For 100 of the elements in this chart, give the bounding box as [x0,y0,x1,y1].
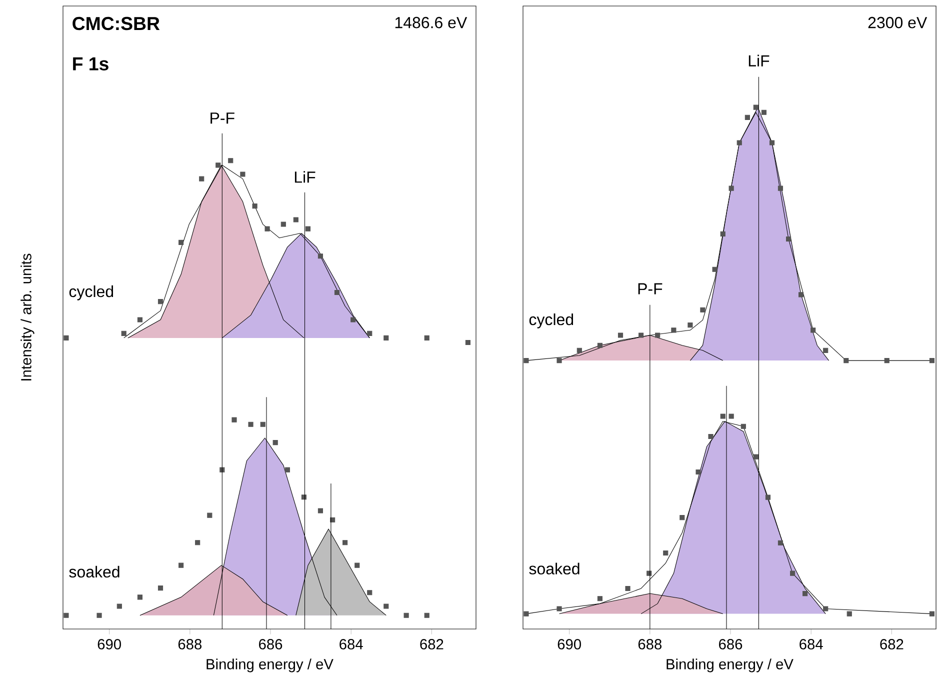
point [424,612,430,618]
point [618,332,624,338]
point [720,231,726,236]
y-axis-title: Intensity / arb. units [20,254,34,380]
annotation: soaked [69,566,120,578]
point [778,186,784,191]
point [264,226,270,232]
text: 1486.6 eV [395,16,468,28]
point [116,604,122,609]
point [465,340,470,346]
point [334,290,340,296]
x-tick-label: 686 [719,639,742,650]
point [367,330,372,336]
point [404,612,409,618]
x-tick-label: 684 [800,639,823,650]
point [158,586,164,591]
point [137,317,142,322]
point [712,266,718,272]
point [884,358,890,364]
chart-subtitle: F 1s [73,57,108,70]
x-tick-label: 688 [178,639,202,650]
point [64,612,69,618]
point [350,317,356,322]
text: 2300 eV [868,16,928,28]
x-tick-label: 690 [558,639,581,650]
point [744,114,750,120]
ref-line-label: P-F [210,112,234,124]
point [293,217,298,222]
point [688,322,693,328]
point [305,226,311,232]
point [240,172,246,177]
point [802,591,808,596]
point [424,335,430,340]
x-tick-label: 682 [880,639,904,650]
x-tick-label: 686 [259,639,282,650]
annotation: cycled [69,285,114,300]
point [655,332,660,338]
point [178,562,184,568]
point [844,358,849,364]
point [228,158,234,164]
point [96,612,102,618]
ref-line-label: LiF [748,54,770,66]
point [720,414,726,419]
point [728,414,734,419]
point [810,328,816,333]
point [195,540,200,546]
point [318,254,324,259]
point [597,342,602,348]
point [597,596,602,602]
point [556,358,562,364]
point [680,515,685,520]
point [220,467,225,472]
point [625,586,630,592]
point [232,417,237,422]
point [272,440,278,446]
point [638,332,644,338]
point [929,358,935,364]
x-tick-label: 682 [420,639,444,650]
annotation: cycled [529,313,574,328]
point [846,611,852,616]
point [280,222,286,227]
point [728,186,734,191]
x-axis-title: Binding energy / eV [666,658,794,672]
point [696,469,701,475]
point [524,358,529,364]
point [248,422,254,427]
point [790,570,796,576]
annotation: soaked [529,562,580,574]
point [798,292,804,298]
point [740,424,746,429]
point [216,162,221,168]
point [342,540,348,546]
x-tick-label: 688 [638,639,662,650]
point [576,348,582,353]
ref-line-label: P-F [638,283,662,294]
point [207,512,212,518]
chart-title: CMC:SBR [72,16,160,30]
point [524,611,529,616]
point [318,508,324,514]
point [252,204,258,209]
point [199,176,204,182]
point [178,240,184,245]
point [556,606,562,612]
point [753,104,758,110]
x-axis-title: Binding energy / eV [206,658,334,672]
point [769,140,775,146]
point [121,330,126,336]
point [823,348,828,353]
point [158,299,164,304]
point [823,606,828,612]
point [786,236,792,242]
point [354,562,360,568]
point [736,140,742,146]
point [708,434,714,440]
x-tick-label: 690 [98,639,121,650]
point [260,422,266,427]
point [700,307,706,312]
point [367,590,372,596]
point [753,454,758,460]
point [761,110,766,115]
